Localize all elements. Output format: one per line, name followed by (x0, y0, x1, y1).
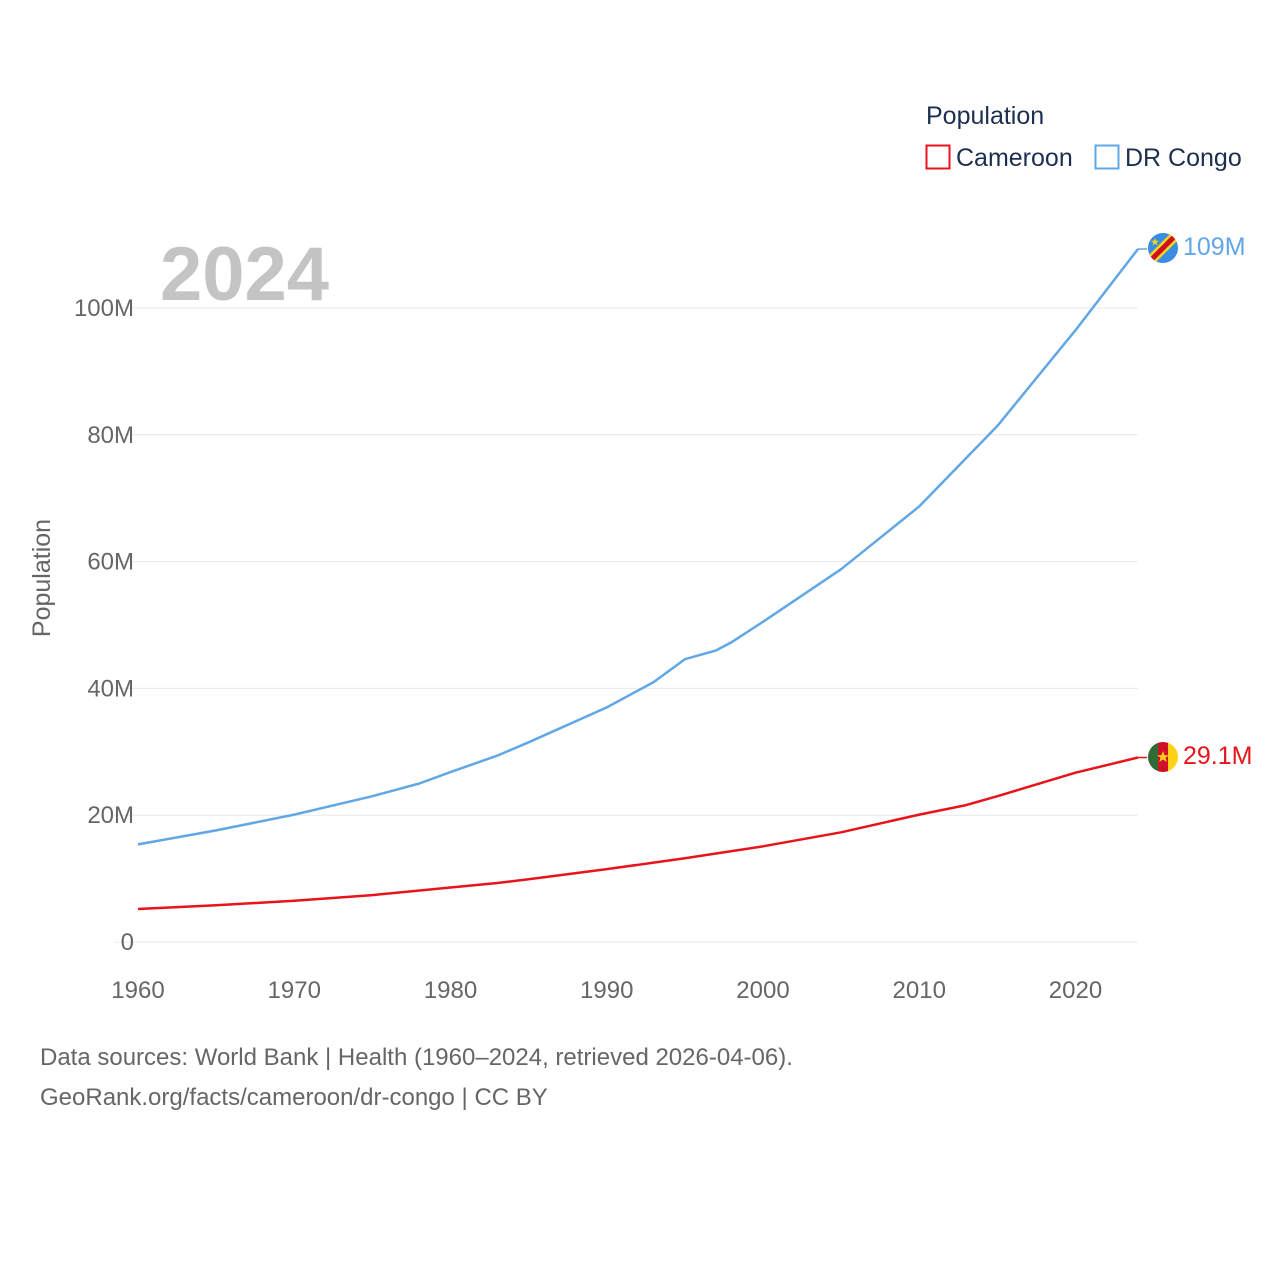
footer-sources: Data sources: World Bank | Health (1960–… (40, 1044, 793, 1071)
legend-item-cameroon[interactable]: Cameroon (925, 144, 1073, 172)
population-line-chart: 0 20M 40M 60M 80M 100M 1960 1970 1980 1990 2000 20… (28, 102, 1252, 1004)
dr-congo-flag-icon (1148, 233, 1178, 263)
y-axis-ticks: 0 20M 40M 60M 80M 100M (74, 295, 134, 956)
legend-label-cameroon: Cameroon (956, 144, 1073, 172)
y-tick-label: 100M (74, 295, 134, 322)
series-lines (137, 248, 1147, 911)
x-tick-label: 1980 (424, 977, 477, 1004)
y-axis-title: Population (28, 519, 56, 637)
x-tick-label: 1970 (268, 977, 321, 1004)
legend-swatch-dr-congo (1094, 144, 1120, 170)
x-tick-label: 2010 (893, 977, 946, 1004)
y-tick-label: 0 (121, 929, 134, 956)
dr-congo-end-label: 109M (1183, 233, 1246, 261)
legend-item-dr-congo[interactable]: DR Congo (1094, 144, 1242, 172)
y-tick-label: 40M (87, 675, 134, 702)
x-tick-label: 1990 (580, 977, 633, 1004)
cameroon-end-label: 29.1M (1183, 742, 1252, 770)
x-tick-label: 1960 (111, 977, 164, 1004)
x-tick-label: 2000 (736, 977, 789, 1004)
legend: Population Cameroon DR Congo (925, 102, 1242, 172)
legend-title: Population (926, 102, 1044, 130)
y-tick-label: 80M (87, 422, 134, 449)
year-label: 2024 (160, 232, 329, 317)
cameroon-flag-icon (1148, 742, 1178, 772)
legend-label-dr-congo: DR Congo (1125, 144, 1242, 172)
y-tick-label: 20M (87, 802, 134, 829)
y-tick-label: 60M (87, 549, 134, 576)
series-line-cameroon (137, 756, 1139, 911)
series-line-dr-congo (137, 248, 1139, 846)
x-axis-ticks: 1960 1970 1980 1990 2000 2010 2020 (111, 977, 1102, 1004)
legend-swatch-cameroon (925, 144, 951, 170)
footer-attribution: GeoRank.org/facts/cameroon/dr-congo | CC… (40, 1084, 548, 1111)
gridlines (114, 307, 1138, 943)
x-tick-label: 2020 (1049, 977, 1102, 1004)
